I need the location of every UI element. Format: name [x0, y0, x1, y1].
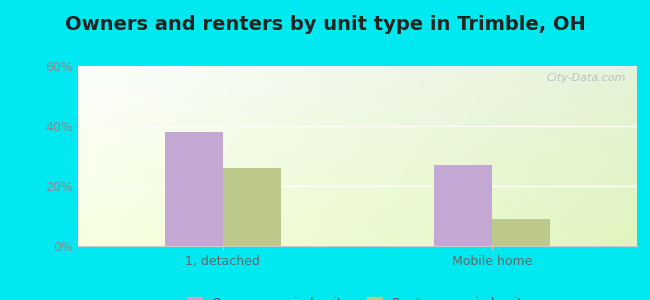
Bar	[492, 219, 550, 246]
Legend: Owner occupied units, Renter occupied units: Owner occupied units, Renter occupied un…	[181, 292, 534, 300]
Bar	[223, 168, 281, 246]
Bar	[165, 132, 223, 246]
Bar	[434, 165, 492, 246]
Text: Owners and renters by unit type in Trimble, OH: Owners and renters by unit type in Trimb…	[64, 15, 586, 34]
Text: City-Data.com: City-Data.com	[546, 73, 626, 83]
